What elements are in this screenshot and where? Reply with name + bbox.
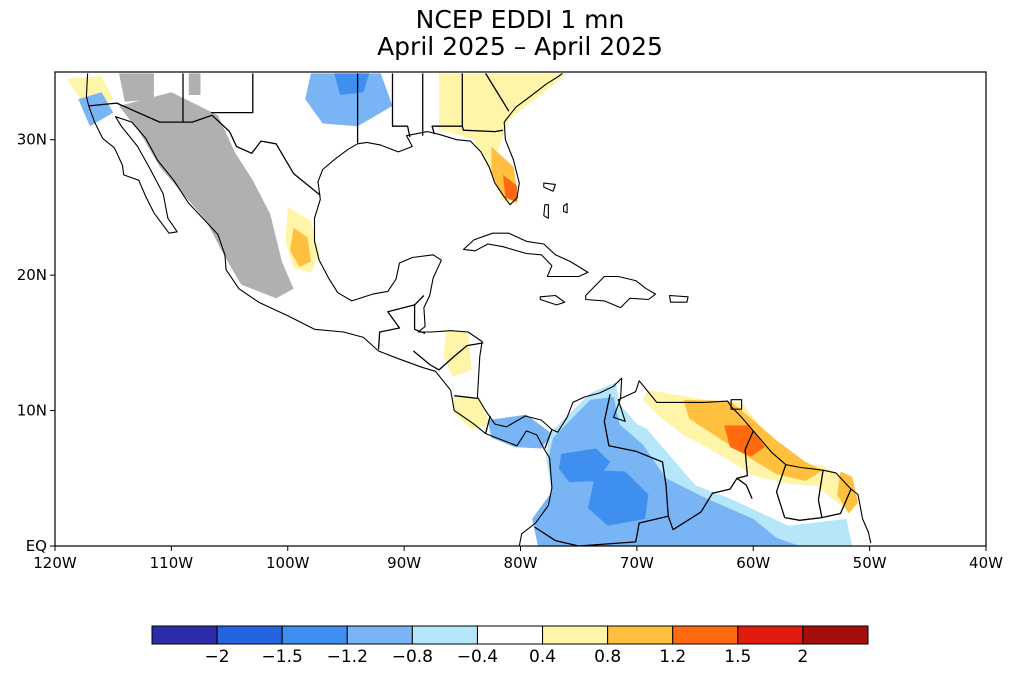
border-guyana-suriname	[775, 464, 787, 518]
colorbar-label: −2	[205, 647, 230, 667]
island-hispaniola	[585, 275, 657, 309]
border-us-state-7	[461, 126, 504, 133]
region-tabasco-positive	[311, 268, 399, 297]
x-tick-label: 110W	[150, 554, 194, 572]
title-line-2: April 2025 – April 2025	[377, 32, 663, 61]
border-layer	[88, 73, 852, 546]
colorbar-label: 1.2	[659, 647, 686, 667]
region-hispaniola-positive	[585, 276, 656, 304]
x-tick-label: 50W	[853, 554, 887, 572]
region-southeast-us-positive	[439, 73, 568, 205]
coastline-texas-mexico-gulf-coast	[313, 143, 872, 544]
region-florida-peak	[503, 174, 517, 202]
border-costa-rica-panama	[484, 415, 491, 434]
island-bahamas-3	[563, 202, 568, 214]
border-guianas-brazil	[784, 488, 852, 521]
colorbar-swatch	[476, 625, 544, 645]
colorbar-swatch	[216, 625, 283, 645]
region-cuba-positive	[468, 231, 587, 278]
border-suriname-french-guiana	[817, 470, 824, 518]
border-venezuela-brazil	[672, 477, 738, 531]
x-tick-label: 60W	[736, 554, 770, 572]
region-yucatan-positive	[398, 253, 442, 309]
island-bahamas-1	[543, 182, 556, 192]
region-east-mexico-core	[290, 227, 311, 267]
y-tick-label: 20N	[17, 266, 47, 284]
border-us-state-8	[485, 73, 510, 112]
colorbar: −2 −1.5 −1.2 −0.8 −0.4 0.4 0.8 1.2 1.5 2	[151, 625, 869, 667]
nodata-az-nm-nodata	[119, 73, 154, 102]
coastline-north-america-pacific-coast	[85, 73, 553, 546]
colorbar-swatch	[737, 625, 804, 645]
border-belize-border	[414, 295, 425, 306]
nodata-nm-nodata-small	[188, 73, 201, 95]
y-tick-label: 10N	[17, 402, 47, 420]
y-tick-label: EQ	[26, 537, 47, 555]
colorbar-label: 0.8	[594, 647, 621, 667]
border-venezuela-guyana	[736, 430, 754, 499]
border-us-state-2	[210, 73, 254, 114]
island-bahamas-2	[543, 204, 549, 219]
colorbar-swatch	[346, 625, 413, 645]
region-costa-rica-positive	[453, 397, 491, 430]
region-puerto-rico-positive	[669, 295, 689, 304]
colorbar-label: 0.4	[529, 647, 556, 667]
colorbar-label: −0.4	[457, 647, 498, 667]
eddi-field-layer	[66, 73, 858, 546]
border-us-mexico-border	[88, 102, 321, 196]
border-colombia-venezuela	[603, 394, 674, 530]
colorbar-label: 2	[797, 647, 808, 667]
x-tick-label: 40W	[969, 554, 1003, 572]
border-us-state-4	[391, 73, 411, 138]
island-jamaica	[539, 294, 566, 306]
coastline-layer	[85, 72, 872, 546]
colorbar-swatch	[411, 625, 478, 645]
colorbar-swatch	[281, 625, 348, 645]
x-tick-label: 100W	[266, 554, 310, 572]
colorbar-label: 1.5	[724, 647, 751, 667]
no-data-layer	[119, 73, 471, 355]
map-plot-area	[55, 72, 986, 546]
region-texas-negative-core	[334, 73, 370, 95]
colorbar-swatch	[607, 625, 674, 645]
island-puerto-rico	[668, 294, 689, 303]
x-tick-label: 70W	[620, 554, 654, 572]
title-line-1: NCEP EDDI 1 mn	[416, 5, 625, 34]
nodata-mexico-nodata-west	[119, 92, 294, 299]
region-new-mexico-positive	[217, 73, 282, 147]
region-panama-negative	[487, 414, 552, 449]
x-tick-label: 120W	[33, 554, 77, 572]
island-trinidad	[730, 399, 743, 410]
colorbar-label: −1.5	[262, 647, 303, 667]
island-cuba	[462, 232, 589, 278]
border-honduras-border	[412, 342, 484, 371]
axis-ticks: 120W 110W 100W 90W 80W 70W 60W 50W 40W EQ 10N 20N 30…	[17, 131, 1003, 572]
region-french-guiana-high	[837, 471, 858, 514]
region-texas-negative	[305, 73, 393, 127]
colorbar-swatch	[542, 625, 609, 645]
border-us-state-6	[431, 73, 463, 135]
region-sa-negative-core-east	[588, 470, 649, 526]
colorbar-label: −0.8	[392, 647, 433, 667]
region-honduras-core	[443, 332, 472, 377]
colorbar-swatch	[802, 625, 869, 645]
y-tick-label: 30N	[17, 131, 47, 149]
x-tick-label: 90W	[387, 554, 421, 572]
colorbar-swatch	[151, 625, 218, 645]
border-colombia-ecuador-peru	[534, 515, 669, 546]
colorbar-label: −1.2	[327, 647, 368, 667]
coastline-gulf-caribbean-coast	[357, 72, 563, 206]
border-guatemala-border	[377, 304, 426, 350]
x-tick-label: 80W	[504, 554, 538, 572]
border-nicaragua-costa-rica	[454, 395, 478, 400]
border-panama-colombia	[544, 429, 553, 449]
colorbar-swatch	[672, 625, 739, 645]
